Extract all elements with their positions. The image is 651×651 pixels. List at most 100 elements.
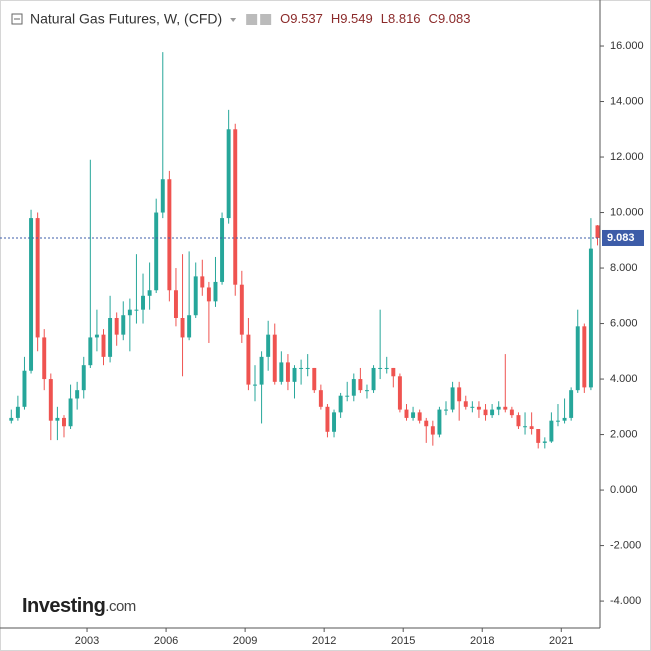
x-tick-label: 2012 — [312, 635, 336, 647]
eye-icon[interactable] — [246, 14, 258, 25]
candle-body — [378, 367, 383, 369]
x-tick-label: 2009 — [233, 635, 257, 647]
candle-body — [114, 318, 119, 335]
candle-body — [404, 409, 409, 418]
candle-body — [285, 362, 290, 382]
candle-body — [588, 248, 593, 388]
candle-body — [239, 284, 244, 335]
candle-body — [253, 384, 257, 386]
candle-body — [266, 334, 271, 357]
y-tick-label: 4.000 — [610, 373, 638, 385]
candle-body — [509, 409, 514, 416]
candle-body — [582, 326, 587, 388]
y-tick-label: 0.000 — [610, 484, 638, 496]
candle-body — [35, 218, 40, 338]
candle-body — [94, 334, 99, 338]
settings-icon[interactable] — [260, 14, 272, 25]
candle-body — [108, 318, 113, 357]
ohlc-value: 8.816 — [388, 11, 421, 26]
candle-body — [562, 417, 567, 421]
candle-body — [430, 426, 435, 435]
candle-body — [121, 315, 126, 335]
x-tick-label: 2003 — [75, 635, 99, 647]
candle-body — [325, 406, 330, 432]
candle-body — [279, 362, 284, 382]
candle-body — [496, 406, 501, 410]
candle-body — [200, 276, 205, 288]
candle-body — [549, 420, 554, 442]
candle-body — [371, 367, 376, 391]
candle-body — [81, 365, 86, 391]
candle-body — [187, 315, 192, 338]
candle-body — [542, 441, 547, 443]
logo-suffix: .com — [105, 598, 136, 615]
candle-body — [15, 406, 20, 418]
candle-body — [226, 129, 231, 219]
candle-body — [556, 420, 560, 422]
candle-body — [358, 379, 363, 391]
candle-body — [470, 406, 475, 408]
candle-body — [523, 426, 528, 428]
last-price-box — [602, 229, 644, 246]
last-price-label: 9.083 — [607, 232, 635, 244]
x-tick-label: 2018 — [470, 635, 494, 647]
chart-title: Natural Gas Futures, W, (CFD) — [30, 11, 222, 27]
y-tick-label: 10.000 — [610, 206, 644, 218]
ohlc-legend: O9.537 H9.549 L8.816 C9.083 — [280, 11, 470, 26]
candle-body — [134, 309, 139, 311]
dropdown-arrow[interactable] — [230, 18, 237, 22]
y-tick-label: 16.000 — [610, 40, 644, 52]
candle-body — [516, 415, 521, 427]
y-tick-label: 12.000 — [610, 151, 644, 163]
logo: Investing.com — [22, 595, 136, 617]
ohlc-item: C9.083 — [429, 11, 471, 26]
ohlc-key: H — [331, 11, 340, 26]
y-tick-label: 6.000 — [610, 317, 638, 329]
candle-body — [575, 326, 580, 391]
candle-body — [127, 309, 132, 316]
x-tick-label: 2015 — [391, 635, 415, 647]
candle-body — [391, 367, 396, 377]
candle-body — [213, 281, 218, 302]
candle-body — [75, 390, 80, 399]
y-tick-label: 2.000 — [610, 428, 638, 440]
y-tick-label: 14.000 — [610, 95, 644, 107]
ohlc-key: L — [381, 11, 388, 26]
candle-body — [490, 409, 495, 416]
candle-body — [29, 218, 34, 371]
ohlc-key: O — [280, 11, 290, 26]
ohlc-item: L8.816 — [381, 11, 421, 26]
candle-body — [338, 395, 343, 413]
candle-body — [101, 334, 106, 357]
candle-body — [42, 337, 47, 380]
candle-body — [364, 390, 369, 392]
x-tick-label: 2021 — [549, 635, 573, 647]
candle-body — [397, 376, 402, 410]
candle-body — [220, 218, 225, 282]
candle-body — [55, 417, 60, 421]
candle-body — [299, 367, 304, 369]
candle-body — [259, 356, 264, 385]
collapse-icon[interactable] — [11, 13, 23, 25]
candle-body — [595, 225, 600, 238]
candle-body — [154, 212, 159, 291]
y-tick-label: 8.000 — [610, 262, 638, 274]
candle-body — [167, 179, 172, 291]
y-tick-label: -4.000 — [610, 595, 641, 607]
candle-body — [180, 318, 185, 338]
candle-body — [417, 412, 422, 421]
candle-body — [173, 290, 178, 318]
candle-body — [246, 334, 251, 385]
candle-body — [476, 406, 481, 410]
candle-body — [233, 129, 238, 285]
candle-body — [569, 390, 574, 418]
candle-body — [345, 395, 350, 397]
candle-body — [384, 367, 389, 369]
candle-body — [62, 417, 66, 427]
candle-body — [411, 412, 416, 418]
candle-body — [444, 409, 448, 411]
ohlc-item: O9.537 — [280, 11, 323, 26]
candle-body — [88, 337, 93, 366]
